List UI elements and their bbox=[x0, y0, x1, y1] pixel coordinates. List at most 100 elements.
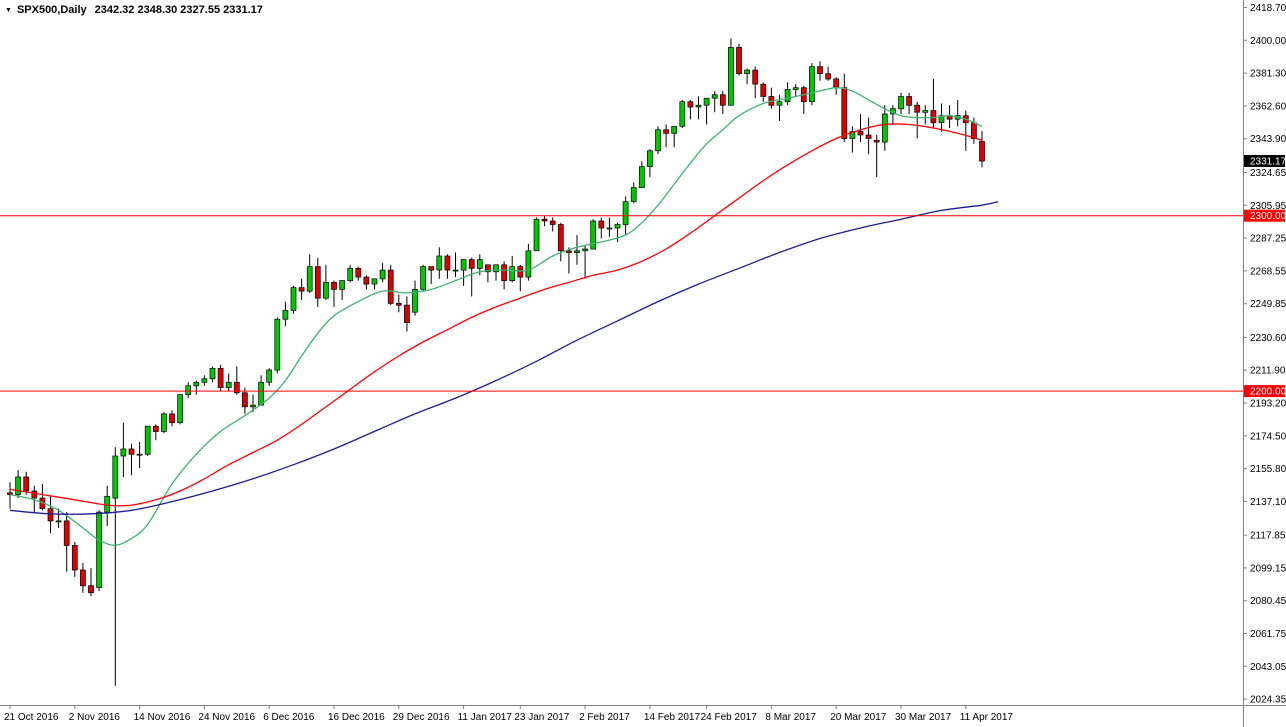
slow-ma-line bbox=[9, 201, 999, 515]
candle bbox=[865, 117, 872, 155]
price-tick-label: 2211.90 bbox=[1250, 366, 1286, 377]
candle bbox=[728, 38, 734, 106]
candle bbox=[776, 94, 783, 121]
price-tick-label: 2174.50 bbox=[1250, 431, 1286, 442]
candle bbox=[898, 92, 904, 114]
candle bbox=[152, 424, 159, 441]
medium-ma-line bbox=[9, 123, 983, 507]
date-label: 21 Oct 2016 bbox=[4, 712, 59, 723]
candle bbox=[233, 366, 240, 395]
candle bbox=[371, 278, 378, 290]
candle bbox=[833, 77, 840, 95]
candle bbox=[250, 394, 256, 413]
candle bbox=[979, 131, 985, 168]
candle bbox=[485, 264, 491, 283]
candle bbox=[468, 257, 475, 297]
date-label: 11 Jan 2017 bbox=[458, 712, 513, 723]
candle bbox=[768, 87, 775, 109]
candle bbox=[825, 66, 831, 81]
candle bbox=[711, 91, 718, 113]
candle bbox=[857, 114, 864, 143]
candle bbox=[112, 447, 119, 686]
date-label: 8 Mar 2017 bbox=[765, 712, 816, 723]
price-tick-label: 2287.25 bbox=[1250, 234, 1286, 245]
date-label: 20 Mar 2017 bbox=[830, 712, 887, 723]
horizontal-lines-layer bbox=[0, 215, 1243, 392]
candle bbox=[209, 366, 216, 383]
candle bbox=[719, 91, 726, 114]
candle bbox=[655, 126, 661, 155]
candle bbox=[736, 43, 742, 76]
candle bbox=[217, 364, 224, 392]
candle bbox=[282, 301, 289, 327]
candle bbox=[266, 368, 273, 386]
date-label: 14 Feb 2017 bbox=[644, 712, 701, 723]
price-tick-label: 2137.10 bbox=[1250, 497, 1286, 508]
candle bbox=[849, 126, 856, 153]
candle bbox=[339, 280, 345, 300]
svg-text:2300.00: 2300.00 bbox=[1250, 211, 1286, 222]
candle bbox=[23, 471, 30, 495]
candle bbox=[136, 441, 143, 469]
candle bbox=[493, 264, 499, 281]
candle bbox=[606, 217, 613, 237]
date-label: 16 Dec 2016 bbox=[328, 712, 385, 723]
candle bbox=[80, 562, 86, 593]
svg-text:2200.00: 2200.00 bbox=[1250, 387, 1286, 398]
candle bbox=[647, 149, 653, 178]
candle bbox=[387, 264, 394, 306]
candle bbox=[420, 264, 426, 292]
candle bbox=[962, 110, 969, 151]
candle bbox=[922, 105, 929, 125]
candle bbox=[792, 84, 799, 97]
candle bbox=[752, 66, 759, 99]
candle bbox=[574, 235, 580, 265]
candle bbox=[177, 394, 183, 425]
candle bbox=[784, 82, 791, 106]
candle bbox=[671, 125, 678, 148]
candle bbox=[347, 264, 354, 283]
candle bbox=[938, 103, 945, 132]
candle bbox=[169, 410, 175, 427]
moving-averages-layer bbox=[9, 87, 999, 547]
fast-ma-line bbox=[9, 87, 983, 547]
candle bbox=[954, 100, 961, 127]
candle bbox=[274, 317, 281, 374]
candle bbox=[104, 485, 111, 527]
date-label: 23 Jan 2017 bbox=[514, 712, 569, 723]
price-tick-label: 2061.75 bbox=[1250, 629, 1286, 640]
hline-price-label: 2300.00 bbox=[1244, 209, 1286, 222]
candle bbox=[290, 285, 297, 314]
price-tick-label: 2305.95 bbox=[1250, 201, 1286, 212]
candle bbox=[800, 85, 807, 114]
candle bbox=[444, 254, 451, 279]
candle bbox=[161, 412, 167, 434]
price-axis[interactable]: 2418.70 2400.00 2381.30 2362.60 2343.90 2324.… bbox=[1243, 0, 1286, 727]
candle bbox=[841, 73, 848, 143]
candle bbox=[120, 422, 127, 477]
candle bbox=[809, 63, 815, 106]
candle bbox=[15, 470, 21, 499]
candle bbox=[7, 482, 13, 509]
candle bbox=[744, 68, 750, 85]
date-label: 2 Nov 2016 bbox=[69, 712, 121, 723]
candle bbox=[541, 215, 548, 227]
candle bbox=[88, 568, 94, 597]
candle bbox=[428, 266, 435, 285]
candle bbox=[881, 105, 888, 151]
plot-area[interactable] bbox=[0, 38, 1243, 686]
time-axis[interactable]: 21 Oct 2016 2 Nov 2016 14 Nov 2016 24 Nov 2… bbox=[0, 705, 1286, 723]
chart-collapse-icon[interactable]: ▼ bbox=[5, 6, 12, 14]
symbol-timeframe-label: SPX500,Daily bbox=[16, 4, 87, 16]
price-tick-label: 2117.85 bbox=[1250, 531, 1286, 542]
candle bbox=[39, 484, 46, 511]
price-tick-label: 2099.15 bbox=[1250, 563, 1286, 574]
candle bbox=[533, 217, 540, 252]
candle bbox=[873, 135, 880, 178]
candle bbox=[614, 222, 621, 242]
candle bbox=[47, 496, 54, 534]
price-tick-label: 2043.05 bbox=[1250, 662, 1286, 673]
price-tick-label: 2381.30 bbox=[1250, 69, 1286, 80]
